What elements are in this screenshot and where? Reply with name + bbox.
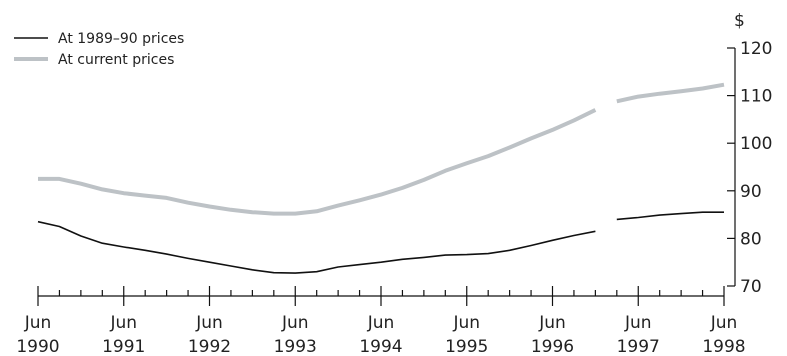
x-tick-label-month: Jun	[710, 313, 738, 333]
y-tick-label: 70	[740, 277, 762, 297]
x-tick-label-year: 1994	[359, 337, 402, 356]
series-constant-prices	[37, 211, 724, 274]
x-tick-label-month: Jun	[281, 313, 309, 333]
x-tick-label-month: Jun	[195, 313, 223, 333]
x-tick-label-year: 1992	[188, 337, 231, 356]
x-tick-label-month: Jun	[367, 313, 395, 333]
y-tick-label: 90	[740, 182, 762, 202]
y-tick-label: 110	[740, 87, 772, 107]
series-current-prices	[38, 82, 725, 216]
x-tick-label-year: 1997	[617, 337, 660, 356]
y-tick-label: 80	[740, 229, 762, 249]
y-tick-label: 100	[740, 134, 772, 154]
x-tick-label-year: 1998	[702, 337, 745, 356]
series-line-segment	[616, 211, 724, 221]
x-tick-label-month: Jun	[538, 313, 566, 333]
x-tick-label-month: Jun	[24, 313, 52, 333]
axes: Jun 1990 Jun 1991 Jun 1992 Jun 1993 Jun 1994 Jun 19…	[16, 39, 772, 356]
legend-label-current-prices: At current prices	[58, 52, 174, 68]
series-layer	[37, 82, 725, 274]
x-tick-label-year: 1993	[274, 337, 317, 356]
x-tick-label-year: 1991	[102, 337, 145, 356]
series-line-segment	[38, 108, 597, 216]
x-tick-label-year: 1990	[16, 337, 59, 356]
x-tick-label-month: Jun	[109, 313, 137, 333]
x-tick-label-year: 1996	[531, 337, 574, 356]
series-line-segment	[37, 220, 596, 274]
legend: At 1989–90 prices At current prices	[14, 31, 184, 68]
x-tick-label-month: Jun	[624, 313, 652, 333]
y-tick-label: 120	[740, 39, 772, 59]
series-line-segment	[616, 82, 725, 104]
legend-label-constant-prices: At 1989–90 prices	[58, 31, 184, 47]
x-tick-label-year: 1995	[445, 337, 488, 356]
y-axis-unit-label: $	[734, 11, 745, 31]
x-tick-label-month: Jun	[452, 313, 480, 333]
